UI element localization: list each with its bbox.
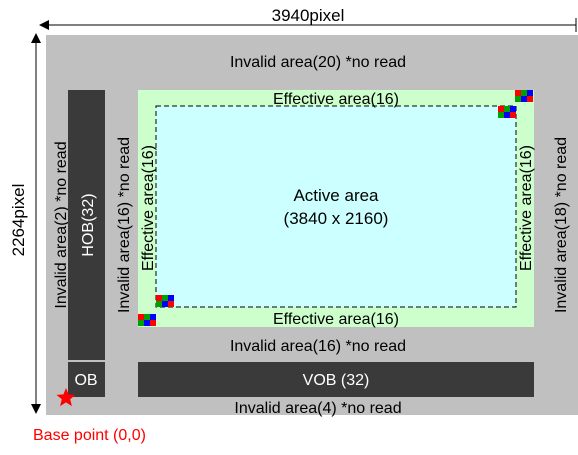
base-point-label: Base point (0,0) [33,427,146,444]
effective-area-left: Effective area(16) [140,145,157,271]
vob-label: VOB (32) [303,372,370,389]
active-area-size: (3840 x 2160) [284,209,389,228]
height-label: 2264pixel [9,184,28,257]
vob-block [138,362,534,397]
ob-label: OB [74,372,97,389]
hob-label: HOB(32) [80,193,97,256]
pixel-cluster-bottom-left-inner [156,295,174,307]
pixel-cluster-bottom-left-outer [138,314,156,326]
width-label: 3940pixel [272,6,345,25]
invalid-area-left-inner: Invalid area(16) *no read [116,137,133,313]
hob-block [68,90,105,360]
effective-area-top: Effective area(16) [273,91,399,108]
effective-area-right: Effective area(16) [518,145,535,271]
pixel-cluster-top-right-outer [515,90,533,102]
active-area [155,105,517,308]
ob-block [68,362,105,397]
invalid-area-top: Invalid area(20) *no read [230,54,406,71]
invalid-area-bottom-4: Invalid area(4) *no read [234,400,401,417]
base-point-star-icon [56,388,76,407]
pixel-cluster-top-right-inner [498,106,516,118]
active-area-label: Active area [293,186,379,205]
invalid-area-left-outer: Invalid area(2) *no read [53,141,70,308]
effective-area-bottom: Effective area(16) [273,311,399,328]
invalid-area-bottom-16: Invalid area(16) *no read [230,338,406,355]
invalid-area-right: Invalid area(18) *no read [553,137,570,313]
